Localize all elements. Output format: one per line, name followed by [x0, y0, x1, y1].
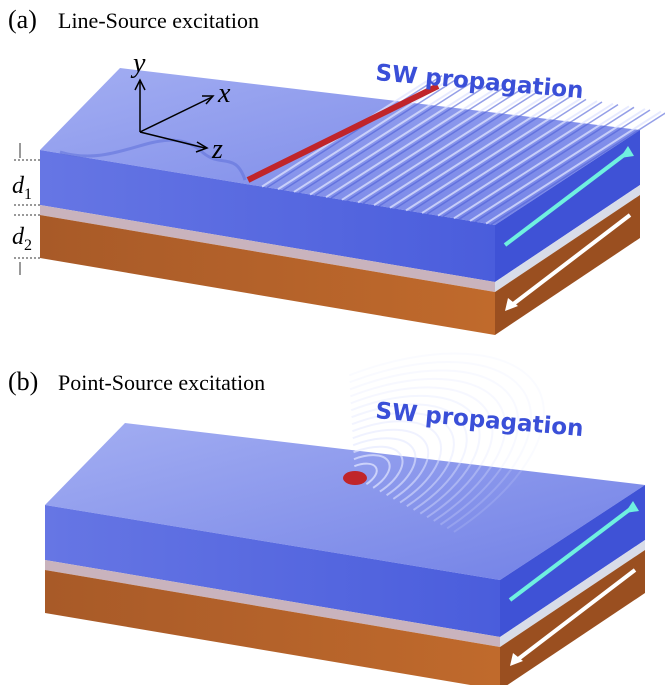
- panel-title: Point-Source excitation: [58, 370, 265, 395]
- panel-label: (b): [8, 367, 38, 396]
- axis-label: z: [211, 134, 223, 165]
- slab-a: [40, 68, 640, 335]
- slab-b: [45, 423, 645, 685]
- point-source: [343, 471, 367, 485]
- panel-label: (a): [8, 5, 37, 34]
- subscript: 2: [24, 237, 32, 254]
- axis-label: y: [130, 48, 146, 79]
- thickness-label: d2: [12, 224, 32, 254]
- thickness-marks: [14, 143, 40, 275]
- panel-title: Line-Source excitation: [58, 8, 259, 33]
- thickness-label: d1: [12, 173, 32, 203]
- axis-label: x: [217, 78, 231, 109]
- figure: (a) Line-Source excitation SW propagatio…: [0, 0, 665, 685]
- propagation-label: SW propagation: [374, 60, 584, 104]
- subscript: 1: [24, 186, 32, 203]
